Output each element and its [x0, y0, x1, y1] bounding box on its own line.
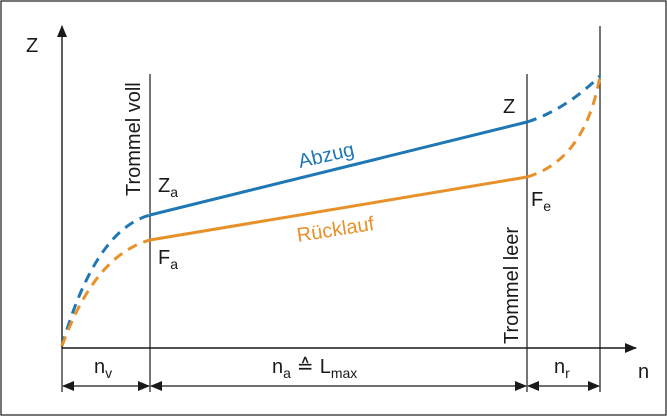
- ruecklauf-curve-end-dashed: [526, 75, 602, 179]
- y-axis-label: Z: [26, 35, 38, 57]
- abzug-curve-end-dashed: [526, 74, 602, 124]
- abzug-curve-main: [149, 120, 528, 217]
- segment-label-nr: nr: [554, 356, 570, 381]
- ruecklauf-curve-main: [149, 175, 528, 242]
- point-label-za: Za: [158, 175, 178, 200]
- point-label-z: Z: [503, 96, 515, 118]
- point-label-fa: Fa: [158, 247, 178, 272]
- marker-trommel-voll: Trommel voll: [123, 82, 145, 196]
- ruecklauf-curve-start-dashed: [60, 238, 151, 347]
- segment-label-nv: nv: [94, 356, 112, 381]
- point-label-fe: Fe: [531, 189, 551, 214]
- segment-label-na: na ≙ Lmax: [272, 356, 357, 381]
- x-axis-label: n: [638, 361, 649, 383]
- marker-trommel-leer: Trommel leer: [501, 227, 523, 344]
